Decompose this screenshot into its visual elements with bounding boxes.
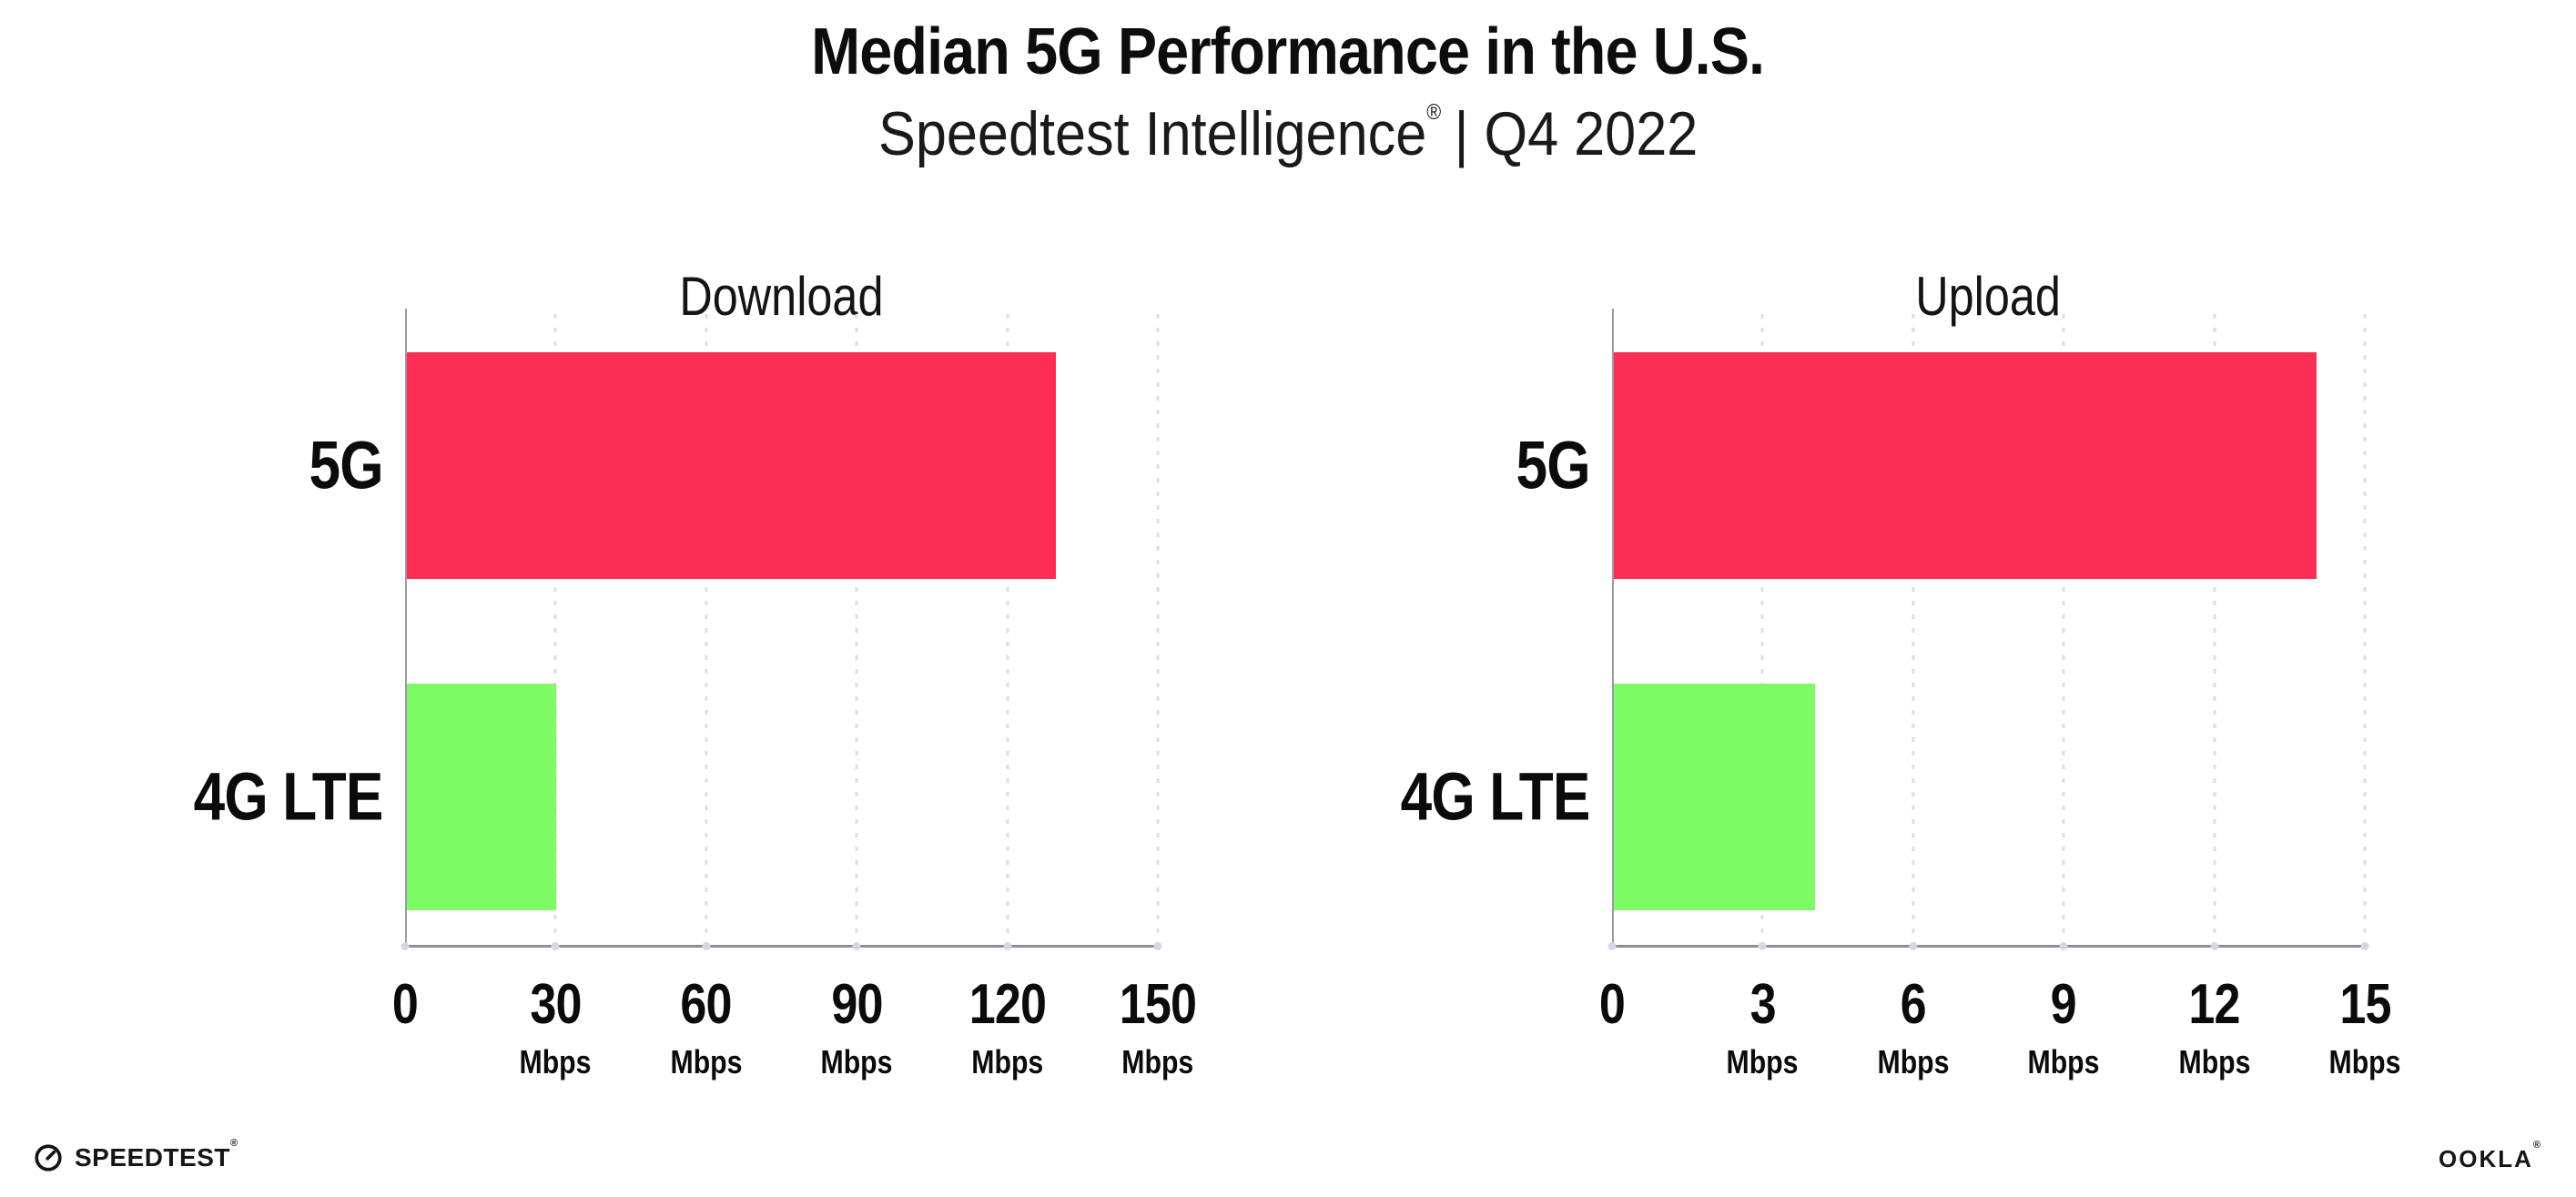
axis-tick-dot	[401, 942, 410, 950]
axis-tick-dot	[2360, 942, 2369, 950]
x-tick-value: 30	[530, 973, 582, 1036]
y-axis-line	[405, 309, 407, 946]
x-tick-label: 15 Mbps	[2322, 977, 2408, 1079]
x-tick-label: 60 Mbps	[664, 977, 749, 1079]
x-tick-unit: Mbps	[1121, 1043, 1194, 1080]
axis-tick-dot	[551, 942, 560, 950]
ookla-registered-mark: ®	[2532, 1140, 2542, 1151]
x-tick-value: 150	[1119, 973, 1197, 1036]
axis-tick-dot	[1607, 942, 1617, 950]
subtitle-period: | Q4 2022	[1454, 99, 1699, 168]
axis-tick-dot	[1153, 942, 1162, 950]
axis-tick-dot	[852, 942, 861, 950]
upload-x-axis-labels: 0 3 Mbps 6 Mbps 9 Mbps 12 Mbps 15 Mbps	[1599, 977, 2401, 1122]
x-tick-value: 6	[1900, 973, 1927, 1036]
x-tick-unit: Mbps	[670, 1043, 743, 1080]
x-tick-value: 60	[680, 973, 733, 1036]
x-tick-label: 0	[1597, 977, 1627, 1033]
x-tick-label: 120 Mbps	[961, 977, 1052, 1079]
x-axis-line	[1611, 945, 2365, 948]
gridline	[1156, 314, 1160, 946]
axis-tick-dot	[1909, 942, 1918, 950]
x-tick-label: 90 Mbps	[814, 977, 899, 1079]
speedtest-gauge-icon	[35, 1144, 62, 1172]
x-tick-value: 15	[2338, 973, 2391, 1036]
x-tick-value: 9	[2051, 973, 2077, 1036]
x-tick-unit: Mbps	[2027, 1043, 2100, 1080]
x-tick-unit: Mbps	[1877, 1043, 1950, 1080]
x-tick-value: 120	[969, 973, 1046, 1036]
axis-tick-dot	[702, 942, 711, 950]
ookla-logo: OOKLA®	[2439, 1140, 2542, 1173]
gridline	[2062, 314, 2065, 946]
axis-tick-dot	[2210, 942, 2219, 950]
x-tick-label: 12 Mbps	[2172, 977, 2257, 1079]
y-axis-line	[1612, 309, 1614, 946]
gridline	[1912, 314, 1915, 946]
x-axis-line	[404, 945, 1158, 948]
speedtest-wordmark: SPEEDTEST®	[75, 1138, 238, 1172]
download-x-axis-labels: 0 30 Mbps 60 Mbps 90 Mbps 120 Mbps 150 Mbps	[392, 977, 1197, 1122]
x-tick-label: 3 Mbps	[1719, 977, 1805, 1079]
bar-5g-upload	[1614, 351, 2317, 579]
upload-plot-area: 5G 4G LTE	[1401, 309, 2369, 950]
page-subtitle: Speedtest Intelligence® | Q4 2022	[0, 98, 2576, 169]
x-tick-label: 150 Mbps	[1112, 977, 1203, 1079]
registered-mark-icon: ®	[1426, 100, 1442, 125]
bar-4g-lte-upload	[1614, 683, 1815, 910]
x-tick-label: 9 Mbps	[2021, 977, 2106, 1079]
x-tick-unit: Mbps	[1726, 1043, 1799, 1080]
x-tick-value: 90	[831, 973, 883, 1036]
ookla-wordmark: OOKLA®	[2439, 1140, 2542, 1172]
x-tick-value: 3	[1749, 973, 1776, 1036]
gridline	[855, 314, 858, 946]
x-tick-unit: Mbps	[820, 1043, 893, 1080]
x-tick-label: 30 Mbps	[512, 977, 598, 1079]
speedtest-registered-mark: ®	[229, 1138, 238, 1149]
download-chart-title: Download	[679, 265, 884, 327]
x-tick-unit: Mbps	[971, 1043, 1044, 1080]
gridline	[2363, 314, 2367, 946]
axis-tick-dot	[1003, 942, 1012, 950]
x-tick-unit: Mbps	[2328, 1043, 2401, 1080]
download-plot-area: 5G 4G LTE	[194, 309, 1162, 950]
bar-5g-download	[407, 351, 1056, 579]
x-tick-label: 0	[390, 977, 420, 1033]
gridline	[1760, 314, 1764, 946]
upload-chart-title: Upload	[1915, 265, 2062, 327]
subtitle-brand: Speedtest Intelligence	[877, 99, 1427, 168]
gridline	[553, 314, 557, 946]
x-tick-value: 12	[2188, 973, 2240, 1036]
speedtest-logo: SPEEDTEST®	[33, 1138, 238, 1173]
category-label-5g: 5G	[1516, 427, 1591, 503]
category-label-4g-lte: 4G LTE	[1401, 758, 1591, 835]
gridline	[2213, 314, 2216, 946]
axis-tick-dot	[2059, 942, 2068, 950]
gridline	[1006, 314, 1009, 946]
x-tick-label: 6 Mbps	[1871, 977, 1956, 1079]
x-tick-unit: Mbps	[2178, 1043, 2251, 1080]
page-title: Median 5G Performance in the U.S.	[811, 15, 1766, 88]
gridline	[705, 314, 708, 946]
axis-tick-dot	[1758, 942, 1767, 950]
x-tick-value: 0	[1598, 973, 1626, 1036]
category-label-5g: 5G	[309, 427, 384, 503]
x-tick-value: 0	[391, 973, 419, 1036]
category-label-4g-lte: 4G LTE	[194, 758, 384, 835]
x-tick-unit: Mbps	[519, 1043, 592, 1080]
bar-4g-lte-download	[407, 683, 557, 910]
